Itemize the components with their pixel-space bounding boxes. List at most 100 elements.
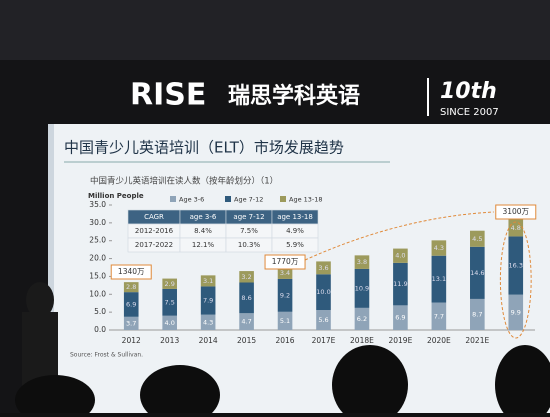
data-label: 4.3: [434, 244, 444, 252]
bar-segment: [162, 278, 177, 289]
slide-edge: [48, 124, 54, 413]
legend-label: Age 13-18: [289, 196, 323, 204]
table-text: 2017-2022: [135, 241, 173, 249]
data-label: 4.5: [472, 235, 482, 243]
table-text: 2012-2016: [135, 227, 174, 235]
bar-segment: [316, 310, 331, 330]
x-tick-label: 2013: [160, 336, 179, 345]
since: SINCE 2007: [440, 107, 499, 118]
data-label: 5.6: [318, 316, 328, 324]
bar-segment: [316, 274, 331, 310]
data-label: 14.6: [470, 269, 484, 277]
brand: RISE: [130, 78, 206, 113]
data-label: 7.7: [434, 312, 444, 320]
data-label: 4.8: [511, 224, 521, 232]
table-text: age 7-12: [233, 213, 264, 221]
table-text: 10.3%: [238, 241, 261, 249]
table-text: 8.4%: [194, 227, 212, 235]
annotation-box: [264, 254, 306, 270]
legend-label: Age 7-12: [234, 196, 263, 204]
audience-head: [140, 365, 220, 417]
data-label: 4.7: [241, 318, 251, 326]
bar-segment: [200, 314, 216, 330]
y-tick-label: 30.0: [89, 218, 106, 227]
y-tick-label: 5.0: [94, 307, 106, 316]
bar-segment: [393, 305, 408, 330]
bar-segment: [393, 248, 408, 263]
x-tick-label: 2016: [275, 336, 294, 345]
x-tick-label: 2020E: [427, 336, 451, 345]
bar-segment: [277, 311, 293, 330]
data-label: 2.9: [165, 280, 175, 288]
annotation: 3100万: [502, 207, 529, 216]
x-tick-label: 2014: [199, 336, 218, 345]
x-tick-label: 2018E: [350, 336, 374, 345]
data-label: 7.9: [203, 297, 213, 305]
data-label: 3.4: [280, 269, 290, 277]
ceiling: [0, 0, 550, 60]
highlight-oval: [499, 221, 532, 339]
data-label: 4.0: [395, 252, 405, 260]
chart: 0.0 5.0 10.0 15.0 20.0 25.0 30.0 35.0 Age 3-6 Age…: [89, 196, 537, 345]
data-label: 6.2: [357, 315, 367, 323]
bar-segment: [239, 313, 254, 330]
data-label: 10.9: [355, 284, 369, 292]
legend-swatch: [225, 196, 231, 202]
data-label: 9.2: [280, 291, 290, 299]
y-tick-label: 15.0: [89, 271, 106, 280]
source: Source: Frost & Sullivan.: [70, 352, 143, 359]
trend-arrow: [304, 211, 494, 261]
bar-segment: [277, 278, 293, 312]
bar-segment: [277, 266, 293, 279]
x-tick-label: 2017E: [312, 336, 336, 345]
bar-segment: [393, 262, 408, 306]
bar-segment: [431, 255, 447, 303]
table-text: age 13-18: [277, 213, 313, 221]
audience-head: [495, 345, 550, 417]
data-label: 8.6: [241, 294, 251, 302]
data-label: 3.6: [318, 264, 328, 272]
subtitle: 中国青少儿英语培训在读人数（按年龄划分）（1）: [90, 176, 278, 187]
y-tick-label: 35.0: [89, 200, 106, 209]
table-cell: [271, 237, 319, 253]
data-label: 2.8: [126, 283, 136, 291]
bar-segment: [123, 292, 139, 317]
table-text: age 3-6: [190, 213, 217, 221]
data-label: 8.7: [472, 310, 482, 318]
speaker: [26, 282, 54, 318]
bar-segment: [470, 298, 485, 330]
bar-segment: [354, 307, 370, 330]
bar-segment: [316, 261, 331, 275]
table-text: 7.5%: [240, 227, 258, 235]
y-tick-label: 25.0: [89, 236, 106, 245]
y-tick-label: 0.0: [94, 325, 106, 334]
data-label: 16.3: [509, 262, 523, 270]
data-label: 3.8: [357, 258, 367, 266]
anniversary: 10th: [440, 79, 497, 104]
table-text: 12.1%: [192, 241, 215, 249]
annotation-box: [110, 264, 152, 280]
bar-segment: [431, 302, 447, 330]
data-label: 3.2: [241, 273, 251, 281]
data-label: 4.0: [165, 319, 175, 327]
data-label: 4.3: [203, 318, 213, 326]
bar-segment: [162, 288, 177, 316]
bar-segment: [123, 282, 139, 293]
bar-segment: [123, 316, 139, 330]
bar-segment: [354, 268, 370, 308]
annotation-box: [495, 204, 537, 220]
bar-segment: [354, 255, 370, 269]
bar-segment: [200, 275, 216, 287]
bar-segment: [508, 236, 524, 295]
legend-swatch: [170, 196, 176, 202]
table-text: 4.9%: [286, 227, 304, 235]
x-tick-label: 2019E: [388, 336, 412, 345]
data-label: 13.1: [432, 275, 446, 283]
x-tick-label: 2021E: [465, 336, 489, 345]
data-label: 7.5: [165, 298, 175, 306]
data-label: 6.9: [395, 314, 405, 322]
bar-segment: [431, 240, 447, 256]
bar-segment: [470, 246, 485, 299]
